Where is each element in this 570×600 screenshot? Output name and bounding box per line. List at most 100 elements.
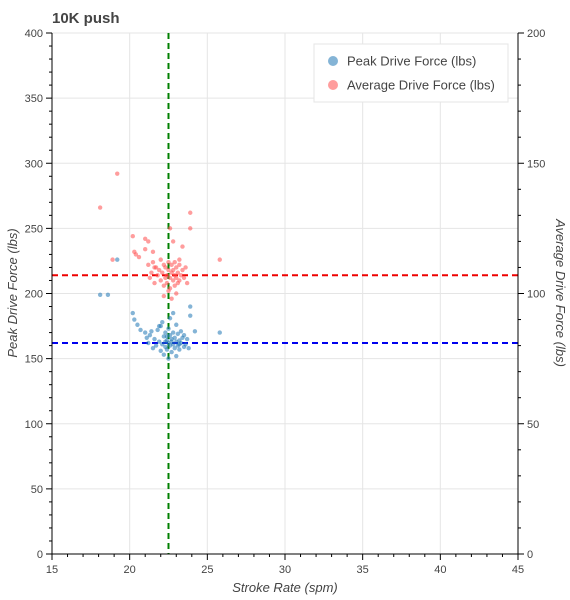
data-point xyxy=(177,257,182,262)
x-tick-label: 45 xyxy=(512,564,524,576)
data-point xyxy=(147,275,153,281)
data-point xyxy=(105,292,111,298)
axes: 15 20 25 30 35 40 4505010015020025030035040005… xyxy=(25,28,546,576)
data-point xyxy=(152,336,157,342)
y-tick-label: 0 xyxy=(37,549,43,561)
data-point xyxy=(97,292,103,298)
data-point xyxy=(163,330,168,335)
data-point xyxy=(149,329,154,334)
data-point xyxy=(174,275,179,281)
data-point xyxy=(177,347,182,352)
data-point xyxy=(160,319,165,325)
data-point xyxy=(130,310,135,316)
data-point xyxy=(170,267,176,273)
legend: Peak Drive Force (lbs) Average Drive Forc… xyxy=(313,43,509,103)
legend-box xyxy=(313,43,509,103)
y-axis-title: Peak Drive Force (lbs) xyxy=(5,228,20,357)
data-point xyxy=(169,296,174,301)
data-point xyxy=(170,310,176,316)
data-point xyxy=(174,265,179,270)
data-point xyxy=(156,267,162,273)
data-point xyxy=(146,262,151,268)
data-point xyxy=(183,342,188,347)
data-point xyxy=(177,278,182,283)
data-point xyxy=(174,353,179,359)
data-point xyxy=(146,340,151,346)
data-point xyxy=(217,330,222,335)
data-point xyxy=(188,226,193,231)
data-point xyxy=(166,326,171,331)
data-point xyxy=(160,342,165,347)
data-point xyxy=(178,329,184,334)
data-point xyxy=(172,283,177,288)
y-tick-label: 150 xyxy=(25,354,43,366)
data-point xyxy=(161,283,167,288)
data-point xyxy=(166,288,171,294)
y2-axis-title: Average Drive Force (lbs) xyxy=(553,218,568,367)
data-point xyxy=(180,244,185,249)
data-point xyxy=(166,267,171,273)
y2-tick-label: 100 xyxy=(527,289,545,301)
legend-label: Average Drive Force (lbs) xyxy=(347,78,495,93)
chart-title: 10K push xyxy=(52,10,120,27)
data-point xyxy=(136,254,142,260)
data-point xyxy=(172,335,177,340)
data-point xyxy=(174,291,179,296)
data-point xyxy=(184,336,190,342)
data-point xyxy=(170,239,176,244)
data-point xyxy=(143,330,148,335)
data-point xyxy=(150,260,156,265)
data-point xyxy=(167,316,173,321)
x-tick-label: 20 xyxy=(124,564,136,576)
data-point xyxy=(115,171,120,176)
x-tick-label: 40 xyxy=(434,564,446,576)
data-point xyxy=(155,327,160,333)
data-point xyxy=(143,236,148,241)
data-point xyxy=(110,257,115,262)
reference-lines xyxy=(52,33,518,554)
data-point xyxy=(144,335,149,340)
data-point xyxy=(177,262,182,268)
data-point xyxy=(188,313,193,318)
y-tick-label: 50 xyxy=(31,484,43,496)
data-point xyxy=(175,331,181,337)
data-point xyxy=(147,332,153,338)
data-point xyxy=(181,332,187,338)
y2-tick-label: 150 xyxy=(527,158,545,170)
x-axis-title: Stroke Rate (spm) xyxy=(232,580,337,595)
data-point xyxy=(132,317,137,322)
data-point xyxy=(156,323,162,329)
data-point xyxy=(152,280,157,286)
y2-tick-label: 50 xyxy=(527,419,539,431)
data-point xyxy=(130,233,135,239)
data-point xyxy=(188,210,193,215)
data-point xyxy=(192,329,198,334)
data-point xyxy=(178,273,184,278)
data-point xyxy=(167,226,173,231)
data-point xyxy=(152,265,157,270)
data-point xyxy=(166,260,171,265)
y2-tick-label: 0 xyxy=(527,549,533,561)
data-point xyxy=(133,252,139,257)
y2-tick-label: 200 xyxy=(527,28,545,40)
data-point xyxy=(149,270,154,275)
data-point xyxy=(158,278,163,283)
data-point xyxy=(160,270,165,275)
x-tick-label: 30 xyxy=(279,564,291,576)
data-point xyxy=(146,239,151,244)
data-point xyxy=(164,334,170,339)
data-point xyxy=(175,270,181,275)
data-point xyxy=(174,322,179,327)
data-point xyxy=(155,273,160,278)
data-point xyxy=(161,293,167,299)
data-point xyxy=(164,347,170,352)
data-point xyxy=(169,339,174,344)
data-point xyxy=(184,280,190,286)
data-point xyxy=(153,343,159,348)
data-point xyxy=(170,330,176,335)
legend-marker xyxy=(328,80,338,90)
data-point xyxy=(166,356,171,361)
data-point xyxy=(158,257,163,262)
data-point xyxy=(181,275,187,281)
